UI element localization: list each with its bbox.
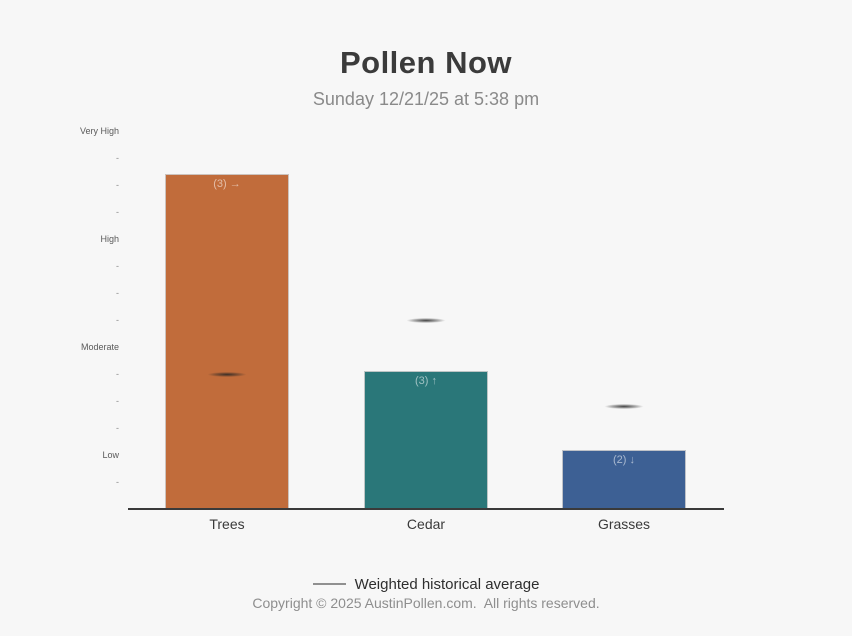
bar-value-label-trees: (3) → — [213, 178, 241, 191]
report-datetime: Sunday 12/21/25 at 5:38 pm — [312, 89, 540, 109]
y-axis-label-moderate: Moderate — [80, 342, 119, 352]
historical-average-marker-cedar — [399, 316, 453, 324]
y-axis-tick: - — [116, 288, 119, 298]
y-axis-tick: - — [116, 153, 119, 163]
x-axis-label-trees: Trees — [209, 516, 245, 532]
x-axis-label-cedar: Cedar — [406, 516, 446, 532]
legend: Weighted historical average — [0, 574, 852, 594]
y-axis-label-low: Low — [102, 450, 119, 460]
y-axis-tick: - — [116, 315, 119, 325]
bar-value-label-cedar: (3) ↑ — [415, 375, 437, 388]
copyright-text: Copyright © 2025 AustinPollen.com. All r… — [252, 595, 600, 611]
x-axis-line — [128, 508, 724, 510]
x-axis-label-grasses: Grasses — [597, 516, 651, 532]
historical-average-marker-grasses — [597, 402, 651, 410]
bar-value-label-grasses: (2) ↓ — [613, 453, 635, 466]
y-axis-label-very-high: Very High — [79, 126, 119, 136]
y-axis-tick: - — [116, 396, 119, 406]
page-title: Pollen Now — [339, 45, 513, 80]
legend-label: Weighted historical average — [354, 575, 540, 593]
legend-line-swatch — [312, 583, 346, 585]
y-axis-tick: - — [116, 180, 119, 190]
y-axis-tick: - — [116, 207, 119, 217]
y-axis-tick: - — [116, 423, 119, 433]
bar-grasses[interactable]: (2) ↓ — [562, 449, 686, 509]
y-axis-tick: - — [116, 477, 119, 487]
y-axis-tick: - — [116, 369, 119, 379]
y-axis-tick: - — [116, 261, 119, 271]
historical-average-marker-trees — [200, 370, 254, 378]
bar-cedar[interactable]: (3) ↑ — [364, 371, 488, 509]
bar-trees[interactable]: (3) → — [165, 174, 289, 509]
y-axis-label-high: High — [100, 234, 119, 244]
